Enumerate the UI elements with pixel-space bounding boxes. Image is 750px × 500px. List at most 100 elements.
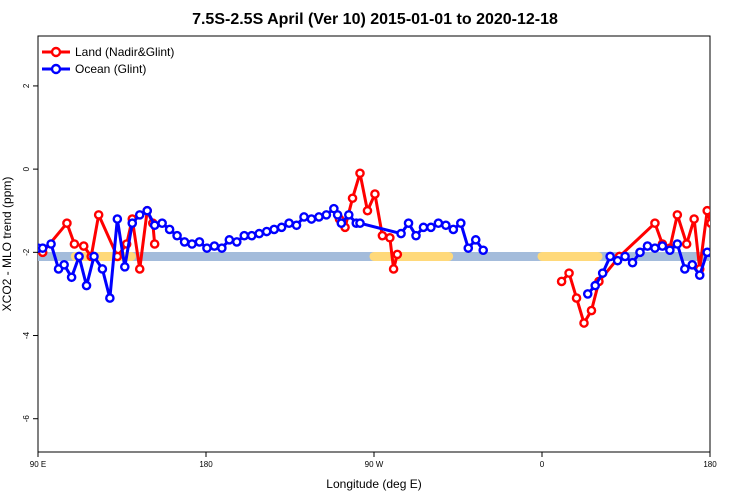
data-point (579, 318, 589, 328)
data-point (709, 259, 710, 262)
data-point (93, 210, 104, 220)
x-tick-label: 90 E (30, 460, 46, 469)
data-point (650, 218, 660, 228)
data-point (97, 264, 108, 274)
y-axis-label: XCO2 - MLO trend (ppm) (0, 177, 14, 312)
legend: Land (Nadir&Glint) Ocean (Glint) (42, 45, 174, 76)
data-point (231, 237, 242, 247)
data-point (650, 243, 660, 253)
chart-title: 7.5S-2.5S April (Ver 10) 2015-01-01 to 2… (192, 11, 558, 28)
data-point (202, 243, 212, 253)
data-point (355, 168, 365, 179)
data-point (719, 240, 726, 247)
data-point (726, 259, 733, 266)
data-point (687, 259, 698, 270)
data-point (187, 239, 197, 249)
series-ocean (38, 203, 748, 303)
x-axis-label: Longitude (deg E) (326, 477, 421, 491)
data-point (112, 214, 123, 224)
data-point (590, 280, 601, 291)
series-land (38, 168, 710, 328)
legend-item: Ocean (Glint) (42, 62, 146, 76)
data-point (78, 241, 89, 251)
data-point (403, 218, 414, 228)
data-point (332, 210, 343, 220)
data-point (702, 247, 710, 258)
data-point (62, 218, 72, 228)
data-point (582, 289, 593, 299)
data-point (343, 210, 354, 220)
data-point (105, 293, 115, 303)
data-point (556, 276, 567, 287)
data-point (642, 241, 653, 251)
y-tick-label: -2 (22, 248, 31, 256)
data-point (291, 220, 302, 231)
data-point (46, 239, 56, 249)
plot-frame (37, 35, 711, 453)
data-point (396, 228, 406, 239)
data-point (89, 251, 99, 262)
data-point (627, 257, 638, 268)
data-point (564, 268, 574, 278)
data-point (706, 218, 710, 228)
data-point (571, 293, 582, 303)
data-point (74, 251, 84, 262)
x-tick-label: 0 (540, 460, 545, 469)
data-point (694, 270, 705, 281)
data-point (179, 237, 190, 247)
data-point (362, 205, 373, 216)
data-point (612, 255, 623, 266)
legend-swatch-marker (50, 46, 62, 58)
data-point (681, 239, 692, 249)
data-point (426, 222, 436, 233)
data-point (448, 224, 459, 235)
data-point (680, 264, 690, 274)
data-point (120, 262, 130, 272)
data-point (66, 272, 77, 283)
data-point (164, 224, 175, 235)
data-point (672, 210, 683, 220)
data-point (392, 249, 403, 260)
data-point (665, 245, 675, 256)
x-axis: 90 E 180 90 W 0 180 (30, 452, 717, 469)
data-point (157, 218, 167, 228)
data-point (284, 218, 294, 228)
data-point (194, 237, 205, 247)
data-point (672, 239, 683, 249)
legend-label: Ocean (Glint) (75, 62, 146, 76)
data-point (586, 305, 597, 316)
data-point (411, 230, 421, 241)
data-point (314, 212, 324, 222)
data-point (269, 224, 279, 235)
data-point (605, 251, 615, 262)
x-tick-label: 180 (199, 460, 213, 469)
legend-item: Land (Nadir&Glint) (42, 45, 174, 59)
y-axis: 2 0 -2 -4 -6 (22, 83, 38, 422)
data-point (276, 222, 287, 233)
data-point (597, 268, 608, 278)
y-tick-label: 0 (22, 166, 31, 171)
data-point (149, 220, 160, 231)
data-point (306, 214, 317, 224)
data-point (388, 264, 399, 274)
y-tick-label: 2 (22, 83, 31, 88)
data-point (127, 218, 138, 228)
series-layer (38, 168, 748, 328)
legend-swatch-marker (50, 63, 62, 75)
data-point (478, 245, 489, 256)
data-point (246, 230, 257, 241)
data-point (347, 193, 358, 204)
data-point (321, 210, 332, 220)
data-point (217, 243, 227, 253)
data-point (209, 241, 220, 251)
x-tick-label: 90 W (365, 460, 384, 469)
plot-area (37, 35, 748, 453)
data-point (702, 205, 710, 216)
data-point (455, 218, 466, 228)
data-point (38, 243, 48, 253)
data-point (370, 189, 380, 199)
data-point (239, 230, 250, 241)
data-point (741, 253, 748, 260)
data-point (463, 243, 474, 253)
